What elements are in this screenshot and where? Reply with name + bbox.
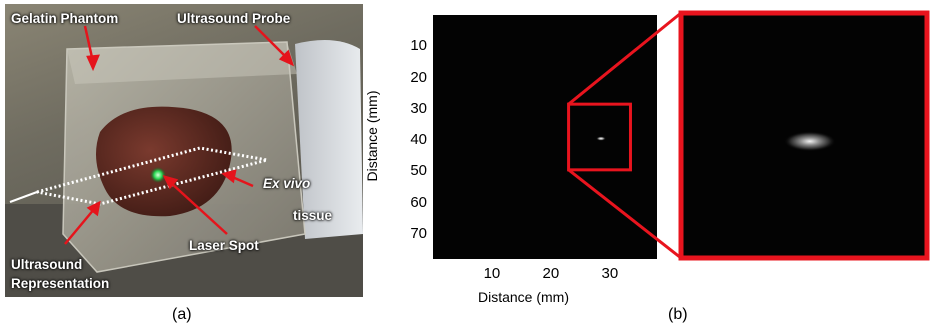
zoom-connector-top xyxy=(567,11,682,106)
phantom-photo-drawing xyxy=(5,25,363,297)
x-axis-label: Distance (mm) xyxy=(478,289,570,305)
zoom-connector-bottom xyxy=(567,168,682,260)
label-ultrasound-representation-line1: Ultrasound xyxy=(11,257,83,272)
y-tick-label: 50 xyxy=(410,162,427,180)
zoomed-bright-spot xyxy=(783,131,836,152)
caption-b: (b) xyxy=(668,306,688,323)
y-tick-label: 40 xyxy=(410,131,427,149)
arrow-representation xyxy=(64,207,96,245)
label-tissue: tissue xyxy=(293,208,333,223)
caption-a: (a) xyxy=(172,306,192,323)
x-tick-label: 20 xyxy=(542,265,560,282)
ultrasound-image xyxy=(433,15,657,259)
y-tick-label: 70 xyxy=(410,224,427,242)
arrowhead-tissue xyxy=(221,169,237,184)
bright-spot xyxy=(596,136,606,141)
y-tick-label: 10 xyxy=(410,37,427,55)
arrow-laser xyxy=(169,181,228,235)
phantom-photo: Gelatin Phantom Ultrasound Probe Ex vivo… xyxy=(5,4,363,297)
y-tick-label: 20 xyxy=(410,68,427,86)
ultrasound-probe xyxy=(295,40,363,239)
x-tick-label: 10 xyxy=(483,265,501,282)
label-ultrasound-representation-line2: Representation xyxy=(11,276,110,291)
laser-spot xyxy=(150,167,166,183)
arrowhead-probe xyxy=(278,49,295,67)
probe-line xyxy=(9,191,38,203)
ex-vivo-tissue xyxy=(96,106,232,217)
y-tick-label: 60 xyxy=(410,193,427,211)
gelatin-top-face xyxy=(67,42,297,84)
label-ex-vivo: Ex vivo xyxy=(263,176,311,191)
arrowhead-laser xyxy=(162,175,179,190)
y-tick-label: 30 xyxy=(410,99,427,117)
zoom-region-box xyxy=(567,102,632,172)
label-gelatin-phantom: Gelatin Phantom xyxy=(11,11,119,26)
ultrasound-representation-outline xyxy=(36,146,268,206)
label-laser-spot: Laser Spot xyxy=(189,238,259,253)
x-tick-label: 30 xyxy=(601,265,619,282)
label-ultrasound-probe: Ultrasound Probe xyxy=(177,11,291,26)
arrowhead-gelatin xyxy=(86,54,100,72)
arrowhead-representation xyxy=(86,200,101,217)
arrow-probe xyxy=(254,25,288,59)
annotation-arrows xyxy=(64,25,295,245)
y-axis-label: Distance (mm) xyxy=(364,90,380,182)
